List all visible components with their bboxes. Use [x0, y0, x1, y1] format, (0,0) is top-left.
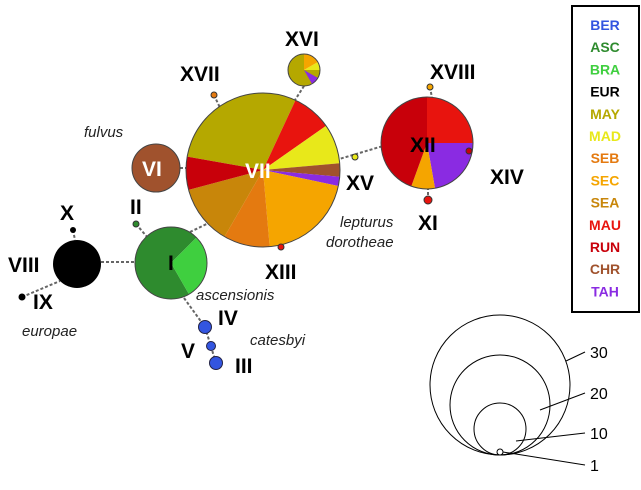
- node-xviii: [426, 83, 434, 91]
- taxon-label: lepturus: [340, 214, 394, 231]
- legend-entry: SEC: [591, 172, 620, 188]
- node-xv: [351, 153, 359, 161]
- pie-slice: [304, 62, 321, 70]
- taxon-label: catesbyi: [250, 332, 306, 349]
- pie-slice: [263, 163, 340, 177]
- legend-entry: CHR: [590, 261, 620, 277]
- node-label: XII: [410, 134, 436, 157]
- legend-entry: BER: [590, 17, 620, 33]
- pie-slice: [381, 97, 427, 187]
- pie-slice: [411, 143, 435, 189]
- pie-slice: [224, 170, 270, 247]
- node-xiii: [277, 243, 285, 251]
- taxon-label: europae: [22, 323, 77, 340]
- pie-outline: [134, 226, 208, 300]
- pie-node: [287, 53, 321, 87]
- legend-entry: TAH: [591, 283, 619, 299]
- pie-slice: [263, 170, 340, 186]
- node-labels: I II III IV V VI VII VIII IX X XI XII XI…: [8, 28, 524, 378]
- node-label: XI: [418, 212, 438, 235]
- legend-entry: MAU: [589, 217, 621, 233]
- pie-slice: [427, 143, 473, 189]
- node-label: XVIII: [430, 61, 476, 84]
- node-ii: [132, 220, 140, 228]
- pie-node: [380, 96, 474, 190]
- node-ix: [18, 293, 26, 301]
- node-xi: [423, 195, 433, 205]
- size-scale: 30 20 10 1: [429, 314, 608, 475]
- legend-entry: BRA: [590, 61, 620, 77]
- legend-entry: EUR: [590, 84, 620, 100]
- legend-entry: SEB: [591, 150, 620, 166]
- legend-box: [571, 5, 640, 313]
- pie-slice: [427, 97, 473, 143]
- taxon-label: dorotheae: [326, 234, 394, 251]
- pie-node: [134, 226, 208, 300]
- legend-entry: RUN: [590, 239, 620, 255]
- node-label: XVII: [180, 63, 220, 86]
- pie-slice: [187, 93, 296, 170]
- pie-slice: [263, 170, 339, 247]
- pie-slice: [135, 226, 197, 299]
- node-v: [206, 341, 216, 351]
- pie-outline: [185, 92, 341, 248]
- node-label: XIV: [490, 166, 524, 189]
- node-iii: [209, 356, 223, 370]
- node-viii: [53, 240, 101, 288]
- legend-entry: ASC: [590, 39, 620, 55]
- taxon-label: fulvus: [84, 124, 124, 141]
- node-label: II: [130, 196, 142, 219]
- legend-entry: SEA: [591, 195, 620, 211]
- pies: [134, 53, 474, 300]
- node-label: VIII: [8, 254, 40, 277]
- node-label: X: [60, 202, 74, 225]
- node-label: VII: [245, 160, 271, 183]
- scale-label: 1: [590, 458, 599, 475]
- node-label: IX: [33, 291, 53, 314]
- taxa: fulvus lepturus dorotheae ascensionis eu…: [22, 124, 394, 349]
- legend-entry: MAY: [590, 106, 620, 122]
- node-label: IV: [218, 307, 238, 330]
- node-label: III: [235, 355, 253, 378]
- pie-slice: [186, 156, 263, 190]
- node-label: I: [168, 252, 174, 275]
- pie-outline: [380, 96, 474, 190]
- scale-label: 30: [590, 345, 608, 362]
- pie-slice: [304, 70, 318, 84]
- node-xiv: [465, 147, 473, 155]
- node-label: V: [181, 340, 195, 363]
- scale-label: 10: [590, 426, 608, 443]
- node-label: XV: [346, 172, 374, 195]
- legend: BER ASC BRA EUR MAY MAD SEB SEC SEA MAU RUN CHR TAH: [589, 17, 621, 299]
- node-label: VI: [142, 158, 162, 181]
- node-label: XIII: [265, 261, 297, 284]
- scale-label: 20: [590, 386, 608, 403]
- node-x: [70, 227, 76, 233]
- node-label: XVI: [285, 28, 319, 51]
- node-xvii: [210, 91, 218, 99]
- pie-slice: [263, 100, 327, 170]
- legend-entry: MAD: [589, 128, 621, 144]
- taxon-label: ascensionis: [196, 287, 275, 304]
- pie-outline: [287, 53, 321, 87]
- pie-slice: [188, 170, 263, 237]
- pie-slice: [171, 237, 208, 295]
- node-vi: [131, 143, 181, 193]
- pie-slice: [263, 125, 340, 170]
- pie-node: [185, 92, 341, 248]
- node-iv: [198, 320, 212, 334]
